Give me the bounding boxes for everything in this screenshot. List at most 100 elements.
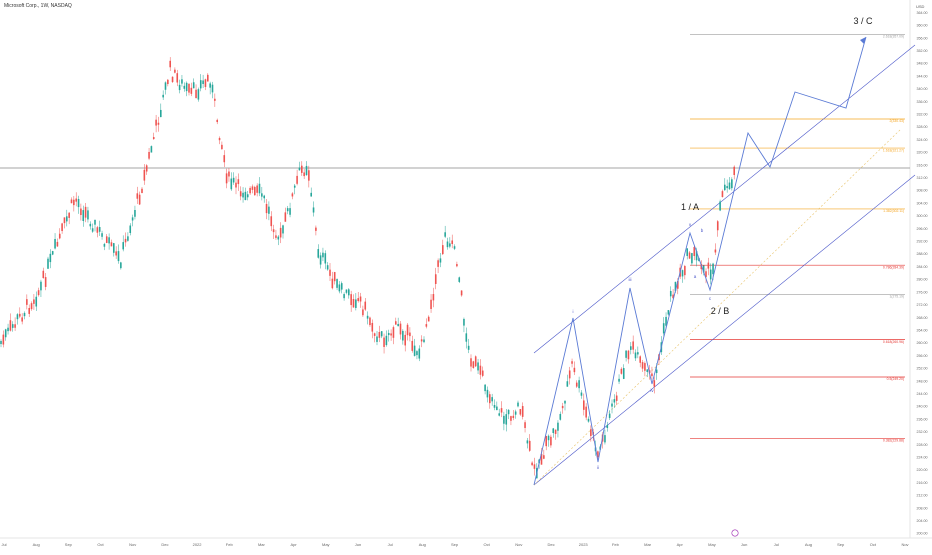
candle-body [120, 262, 122, 269]
candle-body [583, 400, 585, 410]
candle-body [470, 358, 472, 367]
y-tick-label: 224.00 [917, 456, 928, 460]
candle-body [665, 316, 667, 326]
candle-body [693, 246, 696, 257]
candle-body [37, 290, 40, 296]
candle-body [14, 324, 16, 328]
candle-body [4, 329, 7, 338]
candle-body [211, 84, 214, 93]
candle-body [486, 389, 489, 398]
candle-body [124, 238, 127, 243]
candle-body [91, 228, 94, 232]
candle-body [289, 208, 291, 215]
candle-body [517, 402, 519, 407]
candle-body [183, 85, 186, 89]
candle-body [270, 216, 273, 227]
fib-level-label: 1.382(302.11) [883, 209, 904, 213]
candle-body [726, 186, 728, 189]
candle-body [646, 369, 649, 372]
x-tick-label: Aug [419, 542, 426, 547]
candle-body [176, 73, 179, 83]
candle-body [319, 255, 322, 265]
wave-label: b [701, 228, 704, 233]
candle-body [326, 265, 329, 270]
candle-body [275, 235, 277, 238]
x-tick-label: May [322, 542, 330, 547]
candle-body [305, 165, 308, 176]
candle-body [9, 320, 12, 331]
candle-body [630, 346, 632, 350]
candle-body [655, 369, 658, 374]
candle-body [531, 462, 533, 466]
candle-body [392, 327, 395, 338]
candle-body [190, 87, 193, 94]
candle-body [371, 322, 374, 332]
candle-body [68, 212, 70, 218]
candle-body [16, 314, 19, 320]
candle-body [77, 198, 80, 208]
candle-body [82, 210, 85, 221]
candle-body [627, 350, 630, 360]
candle-body [634, 352, 637, 359]
candle-body [442, 245, 444, 255]
price-axis-panel [910, 0, 932, 538]
y-tick-label: 264.00 [917, 328, 928, 332]
candle-body [451, 240, 453, 244]
y-tick-label: 288.00 [917, 252, 928, 256]
event-marker-icon [731, 529, 739, 537]
candle-body [453, 246, 456, 249]
y-tick-label: 360.00 [917, 24, 928, 28]
fib-level-label: 1(275.19) [889, 295, 904, 299]
candle-body [216, 119, 218, 123]
candle-body [580, 392, 583, 396]
wave-label: v [689, 222, 692, 227]
candle-body [47, 258, 49, 269]
y-tick-label: 256.00 [917, 354, 928, 358]
candle-body [493, 404, 496, 408]
x-tick-label: Apr [677, 542, 684, 547]
channel-lower [533, 174, 916, 486]
candle-body [155, 119, 157, 126]
candle-body [312, 207, 315, 213]
candle-body [716, 221, 719, 231]
candle-body [192, 82, 195, 89]
candle-body [420, 339, 423, 342]
candle-body [105, 236, 108, 243]
candle-body [185, 82, 188, 92]
candle-body [651, 373, 653, 377]
candle-body [56, 241, 59, 247]
candle-body [80, 208, 82, 216]
candle-body [731, 179, 733, 189]
candle-body [30, 303, 33, 310]
wave-label: a [694, 274, 697, 279]
candle-body [160, 109, 162, 118]
candle-body [686, 248, 688, 256]
y-tick-label: 292.00 [917, 240, 928, 244]
candle-body [639, 356, 641, 363]
candle-body [688, 252, 691, 259]
candle-body [491, 397, 493, 402]
fib-level-label: 2(330.43) [889, 119, 904, 123]
y-tick-label: 276.00 [917, 290, 928, 294]
x-tick-label: Jun [741, 542, 747, 547]
candle-body [221, 144, 223, 150]
candle-body [721, 191, 724, 198]
candle-body [197, 89, 200, 100]
candle-body [127, 236, 129, 241]
candle-body [40, 281, 42, 291]
candle-body [444, 232, 446, 237]
candle-body [242, 192, 244, 198]
x-tick-label: Jun [355, 542, 361, 547]
candle-body [195, 89, 197, 99]
candle-body [611, 403, 613, 407]
candle-body [150, 146, 153, 153]
y-tick-label: 348.00 [917, 62, 928, 66]
candle-body [573, 367, 576, 373]
x-tick-label: Jul [388, 542, 393, 547]
candle-body [246, 194, 249, 198]
x-tick-label: Jul [1, 542, 6, 547]
candle-body [181, 79, 183, 84]
candle-body [613, 399, 616, 403]
